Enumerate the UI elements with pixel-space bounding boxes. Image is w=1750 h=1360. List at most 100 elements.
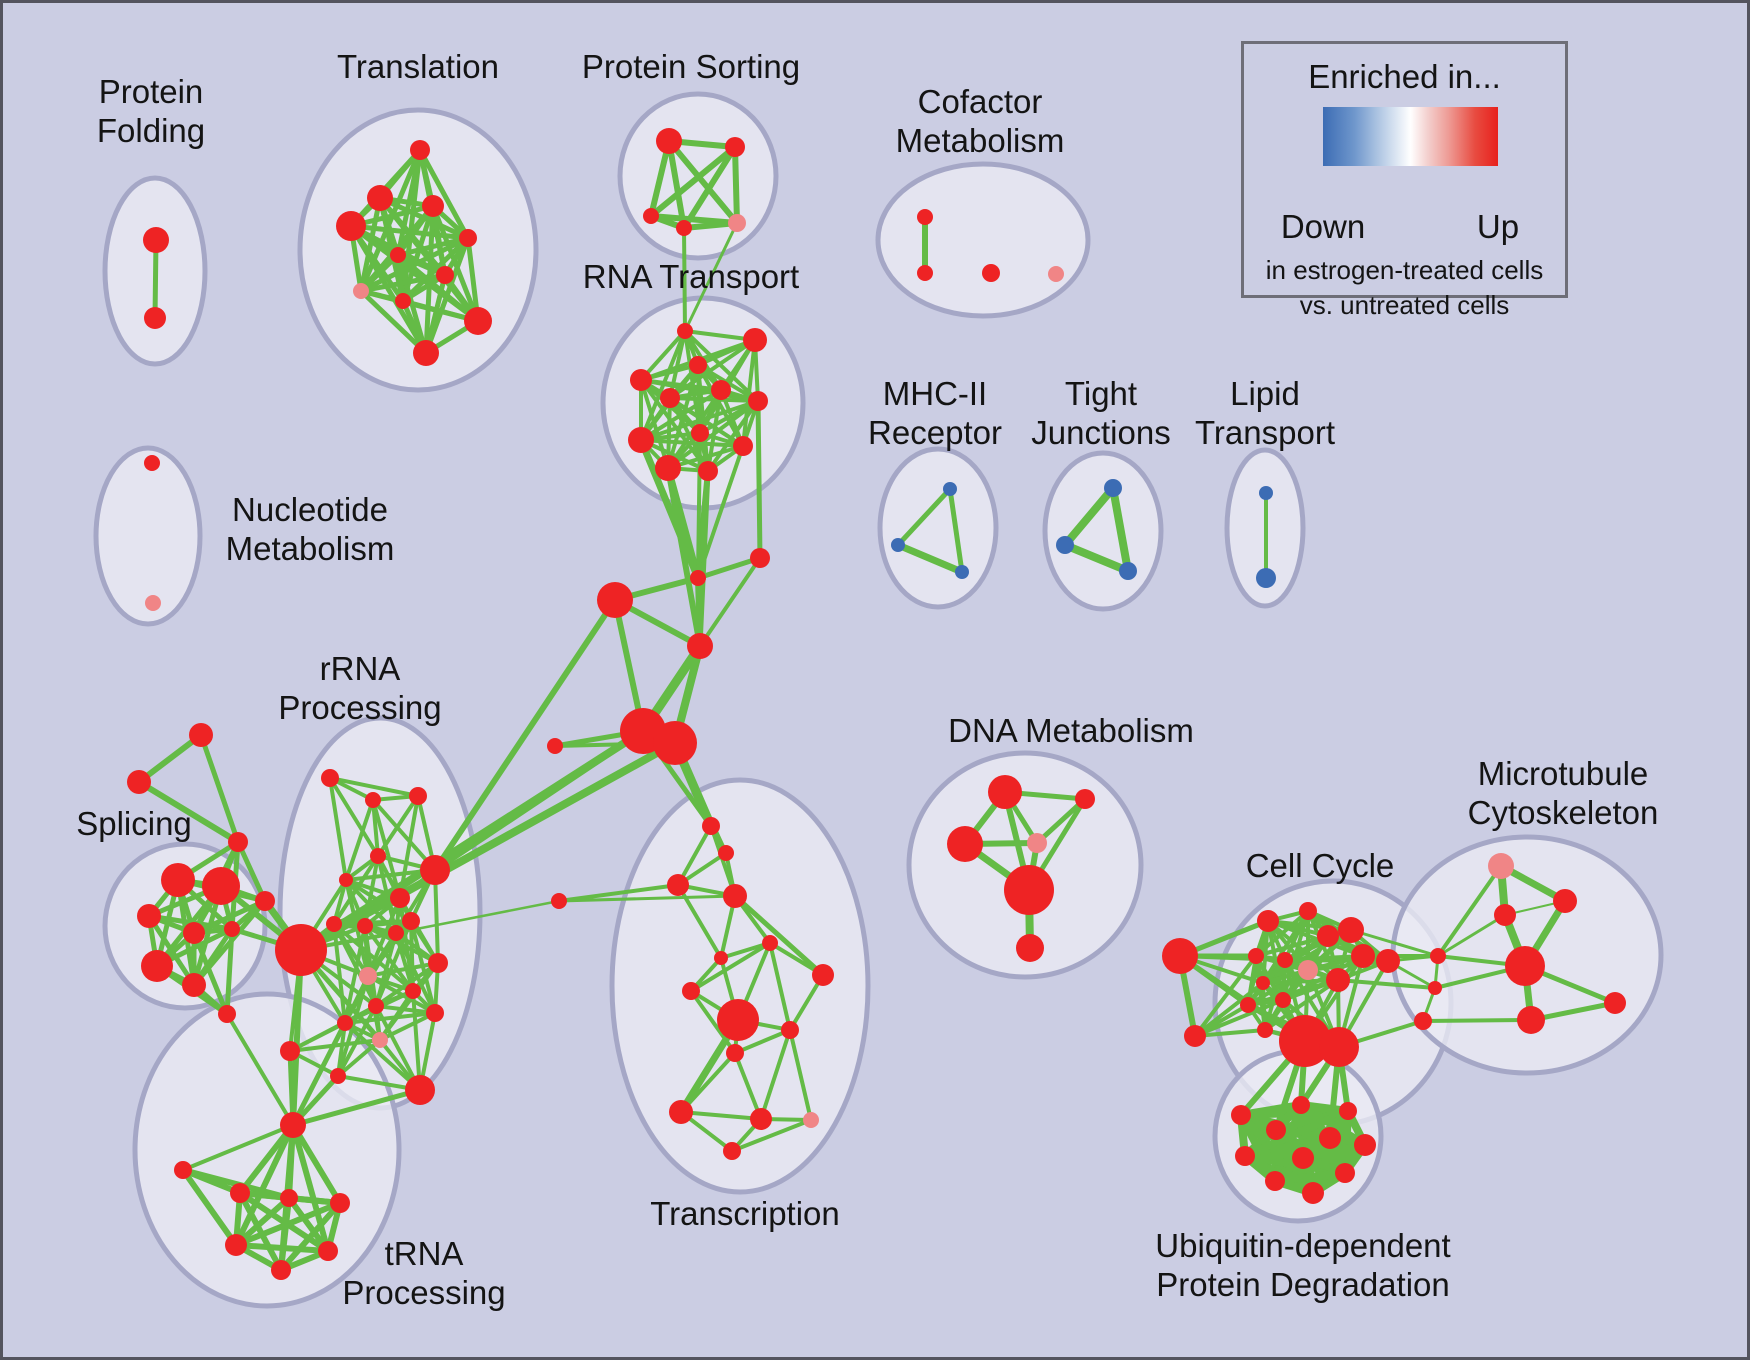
network-edge [297, 727, 647, 954]
translation-node-0 [410, 140, 430, 160]
cofactor_metabolism-node-0 [917, 209, 933, 225]
protein_sorting-node-3 [676, 220, 692, 236]
splicing-node-3 [137, 904, 161, 928]
network-edge [297, 739, 679, 954]
network-edge [639, 378, 670, 470]
splicing-node-7 [141, 950, 173, 982]
translation-node-5 [390, 247, 406, 263]
protein_sorting-node-1 [725, 137, 745, 157]
transcription-node-9 [781, 1021, 799, 1039]
network-edge [1421, 1018, 1533, 1023]
transcription-node-11 [669, 1100, 693, 1124]
trna_processing-node-3 [280, 1189, 298, 1207]
cluster-label-line: Cytoskeleton [1467, 793, 1659, 831]
rrna_processing-node-0 [321, 769, 339, 787]
cluster-label-line: DNA Metabolism [948, 711, 1194, 749]
network-edge [666, 399, 760, 470]
network-edge [366, 961, 440, 978]
translation-node-4 [459, 229, 477, 247]
network-edge [696, 431, 702, 580]
tight_junctions-ellipse [1042, 450, 1164, 612]
ubiquitin_degradation-node-2 [1292, 1096, 1310, 1114]
rrna_processing-node-2 [409, 787, 427, 805]
cluster-label-translation: Translation [337, 47, 499, 86]
transcription-node-4 [762, 935, 778, 951]
cell_cycle-node-10 [1351, 944, 1375, 968]
network-edge [328, 776, 380, 858]
network-edge [639, 378, 710, 473]
network-edge [895, 486, 953, 548]
cofactor_metabolism-ellipse [875, 161, 1091, 319]
trna_processing-node-0 [280, 1112, 306, 1138]
transcription-node-14 [723, 1142, 741, 1160]
network-edge [730, 1118, 813, 1153]
protein_folding-node-1 [144, 307, 166, 329]
ubiquitin_degradation-node-7 [1292, 1147, 1314, 1169]
network-edge [1436, 913, 1507, 958]
network-edge [719, 941, 772, 960]
cluster-label-microtubule-cytoskeleton: Microtubule Cytoskeleton [1468, 754, 1659, 832]
network-edge [639, 388, 723, 442]
network-edge [698, 556, 762, 648]
network-edge [181, 1123, 295, 1172]
network-edge [1193, 954, 1258, 1038]
cluster-label-line: rRNA [319, 649, 401, 687]
network-edge [180, 1167, 239, 1248]
network-edge [358, 252, 401, 294]
transcription-node-7 [682, 982, 700, 1000]
cell_cycle-node-7 [1277, 952, 1293, 968]
cluster-label-line: Protein Sorting [581, 47, 801, 85]
network-edge [348, 223, 471, 241]
network-edge [1246, 968, 1310, 1007]
network-edge [676, 824, 713, 887]
cluster-label-line: tRNA [384, 1234, 464, 1272]
cc_mt_connectors-node-2 [1414, 1012, 1432, 1030]
translation-node-7 [353, 283, 369, 299]
rrna_processing-node-20 [330, 1068, 346, 1084]
rrna_processing-node-4 [339, 873, 353, 887]
splicing-node-0 [228, 832, 248, 852]
network-edge [278, 1200, 343, 1273]
rrna_processing-node-13 [359, 967, 377, 985]
network-edge [557, 894, 737, 903]
trna_processing-node-7 [271, 1260, 291, 1280]
ubiquitin_degradation-node-6 [1235, 1146, 1255, 1166]
cluster-label-dna-metabolism: DNA Metabolism [948, 711, 1194, 750]
microtubule_cytoskeleton-node-0 [1488, 853, 1514, 879]
network-edge [433, 868, 440, 965]
network-edge [432, 597, 618, 873]
network-edge [358, 147, 423, 294]
rrna_processing-node-19 [280, 1041, 300, 1061]
cell_cycle-node-11 [1256, 976, 1270, 990]
mhc_ii_receptor-node-1 [891, 538, 905, 552]
network-edge [366, 919, 413, 978]
mhc_ii_receptor-node-2 [955, 565, 969, 579]
network-edge [371, 798, 437, 872]
transcription-node-8 [717, 999, 759, 1041]
splicing_satellite-node-0 [189, 723, 213, 747]
ubiquitin_degradation-node-10 [1302, 1182, 1324, 1204]
cluster-label-line: Protein Degradation [1156, 1265, 1450, 1303]
transcription-node-13 [803, 1112, 819, 1128]
network-edge [682, 226, 687, 333]
rrna_processing-node-10 [402, 912, 420, 930]
rrna_processing-node-17 [337, 1015, 353, 1031]
rna_transport-node-3 [630, 369, 652, 391]
network-edge [1254, 909, 1310, 958]
network-edge [1349, 928, 1440, 958]
cell_cycle-node-12 [1275, 992, 1291, 1008]
network-edge [768, 941, 792, 1032]
transcription-node-0 [702, 817, 720, 835]
cluster-label-lipid-transport: Lipid Transport [1195, 374, 1335, 452]
translation-node-2 [422, 195, 444, 217]
translation-node-8 [395, 293, 411, 309]
network-edge [417, 147, 471, 241]
network-edge [733, 1051, 763, 1121]
dna_metabolism-node-3 [1027, 833, 1047, 853]
rna_transport-node-2 [689, 356, 707, 374]
rrna_processing-node-9 [388, 925, 404, 941]
network-edge [233, 1122, 296, 1248]
nucleotide_metabolism-node-0 [144, 455, 160, 471]
cluster-label-cell-cycle: Cell Cycle [1246, 846, 1395, 885]
network-edge [191, 898, 268, 936]
